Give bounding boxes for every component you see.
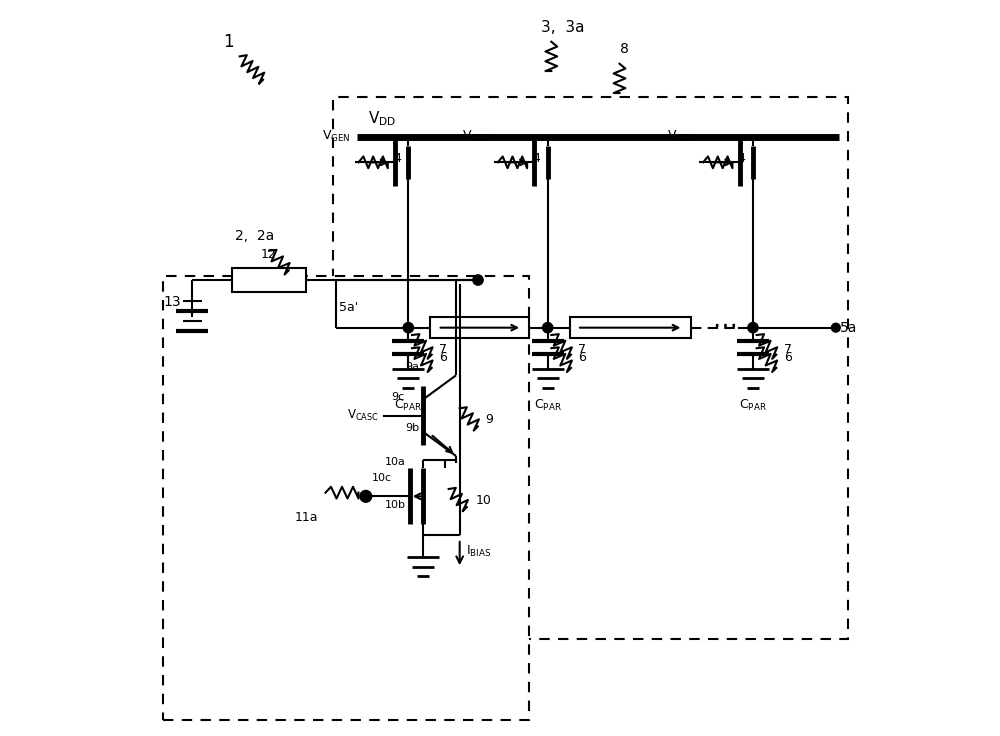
Text: C$_{\rm PAR}$: C$_{\rm PAR}$ [394, 398, 422, 413]
Circle shape [831, 323, 840, 332]
Text: 4: 4 [738, 152, 745, 165]
Circle shape [473, 275, 483, 285]
Circle shape [360, 490, 372, 502]
Text: 4: 4 [532, 152, 540, 165]
Text: 7: 7 [784, 343, 792, 356]
Text: V$_{\rm GEN}$: V$_{\rm GEN}$ [462, 129, 490, 144]
Text: 10c: 10c [371, 473, 391, 483]
Text: 9c: 9c [391, 392, 405, 403]
Text: 5a': 5a' [339, 302, 358, 314]
Circle shape [403, 322, 413, 333]
Text: I$_{\rm BIAS}$: I$_{\rm BIAS}$ [466, 544, 491, 559]
Text: $\cdots$: $\cdots$ [712, 312, 736, 336]
Text: 4: 4 [393, 152, 401, 165]
Text: V$_{\rm GEN}$: V$_{\rm GEN}$ [322, 129, 351, 144]
FancyBboxPatch shape [163, 276, 529, 720]
FancyBboxPatch shape [570, 317, 691, 338]
Text: 2,  2a: 2, 2a [235, 229, 274, 243]
Text: 6: 6 [439, 351, 447, 364]
Text: C$_{\rm PAR}$: C$_{\rm PAR}$ [739, 398, 767, 413]
Text: C$_{\rm PAR}$: C$_{\rm PAR}$ [534, 398, 562, 413]
Text: 9a: 9a [405, 361, 419, 372]
Text: 6: 6 [578, 351, 586, 364]
Text: 1: 1 [223, 32, 234, 51]
FancyBboxPatch shape [333, 96, 848, 640]
Text: V$_{\rm DD}$: V$_{\rm DD}$ [368, 109, 396, 127]
Text: 11a: 11a [295, 511, 318, 524]
Text: 8: 8 [620, 42, 629, 56]
Text: 10a: 10a [385, 457, 406, 467]
Text: 13: 13 [163, 295, 181, 309]
FancyBboxPatch shape [232, 269, 306, 291]
Text: 9b: 9b [405, 423, 419, 433]
Text: 12: 12 [261, 248, 277, 261]
Text: 5a: 5a [839, 321, 857, 335]
Text: V$_{\rm CASC}$: V$_{\rm CASC}$ [347, 408, 379, 423]
Text: 9: 9 [485, 413, 493, 426]
FancyBboxPatch shape [430, 317, 529, 338]
Text: 10: 10 [476, 494, 492, 506]
Circle shape [748, 322, 758, 333]
Text: 3,  3a: 3, 3a [541, 20, 584, 35]
Text: 10b: 10b [385, 500, 406, 510]
Text: 7: 7 [578, 343, 586, 356]
Text: 6: 6 [784, 351, 792, 364]
Circle shape [543, 322, 553, 333]
Text: 7: 7 [439, 343, 447, 356]
Text: V$_{\rm GEN}$: V$_{\rm GEN}$ [667, 129, 696, 144]
